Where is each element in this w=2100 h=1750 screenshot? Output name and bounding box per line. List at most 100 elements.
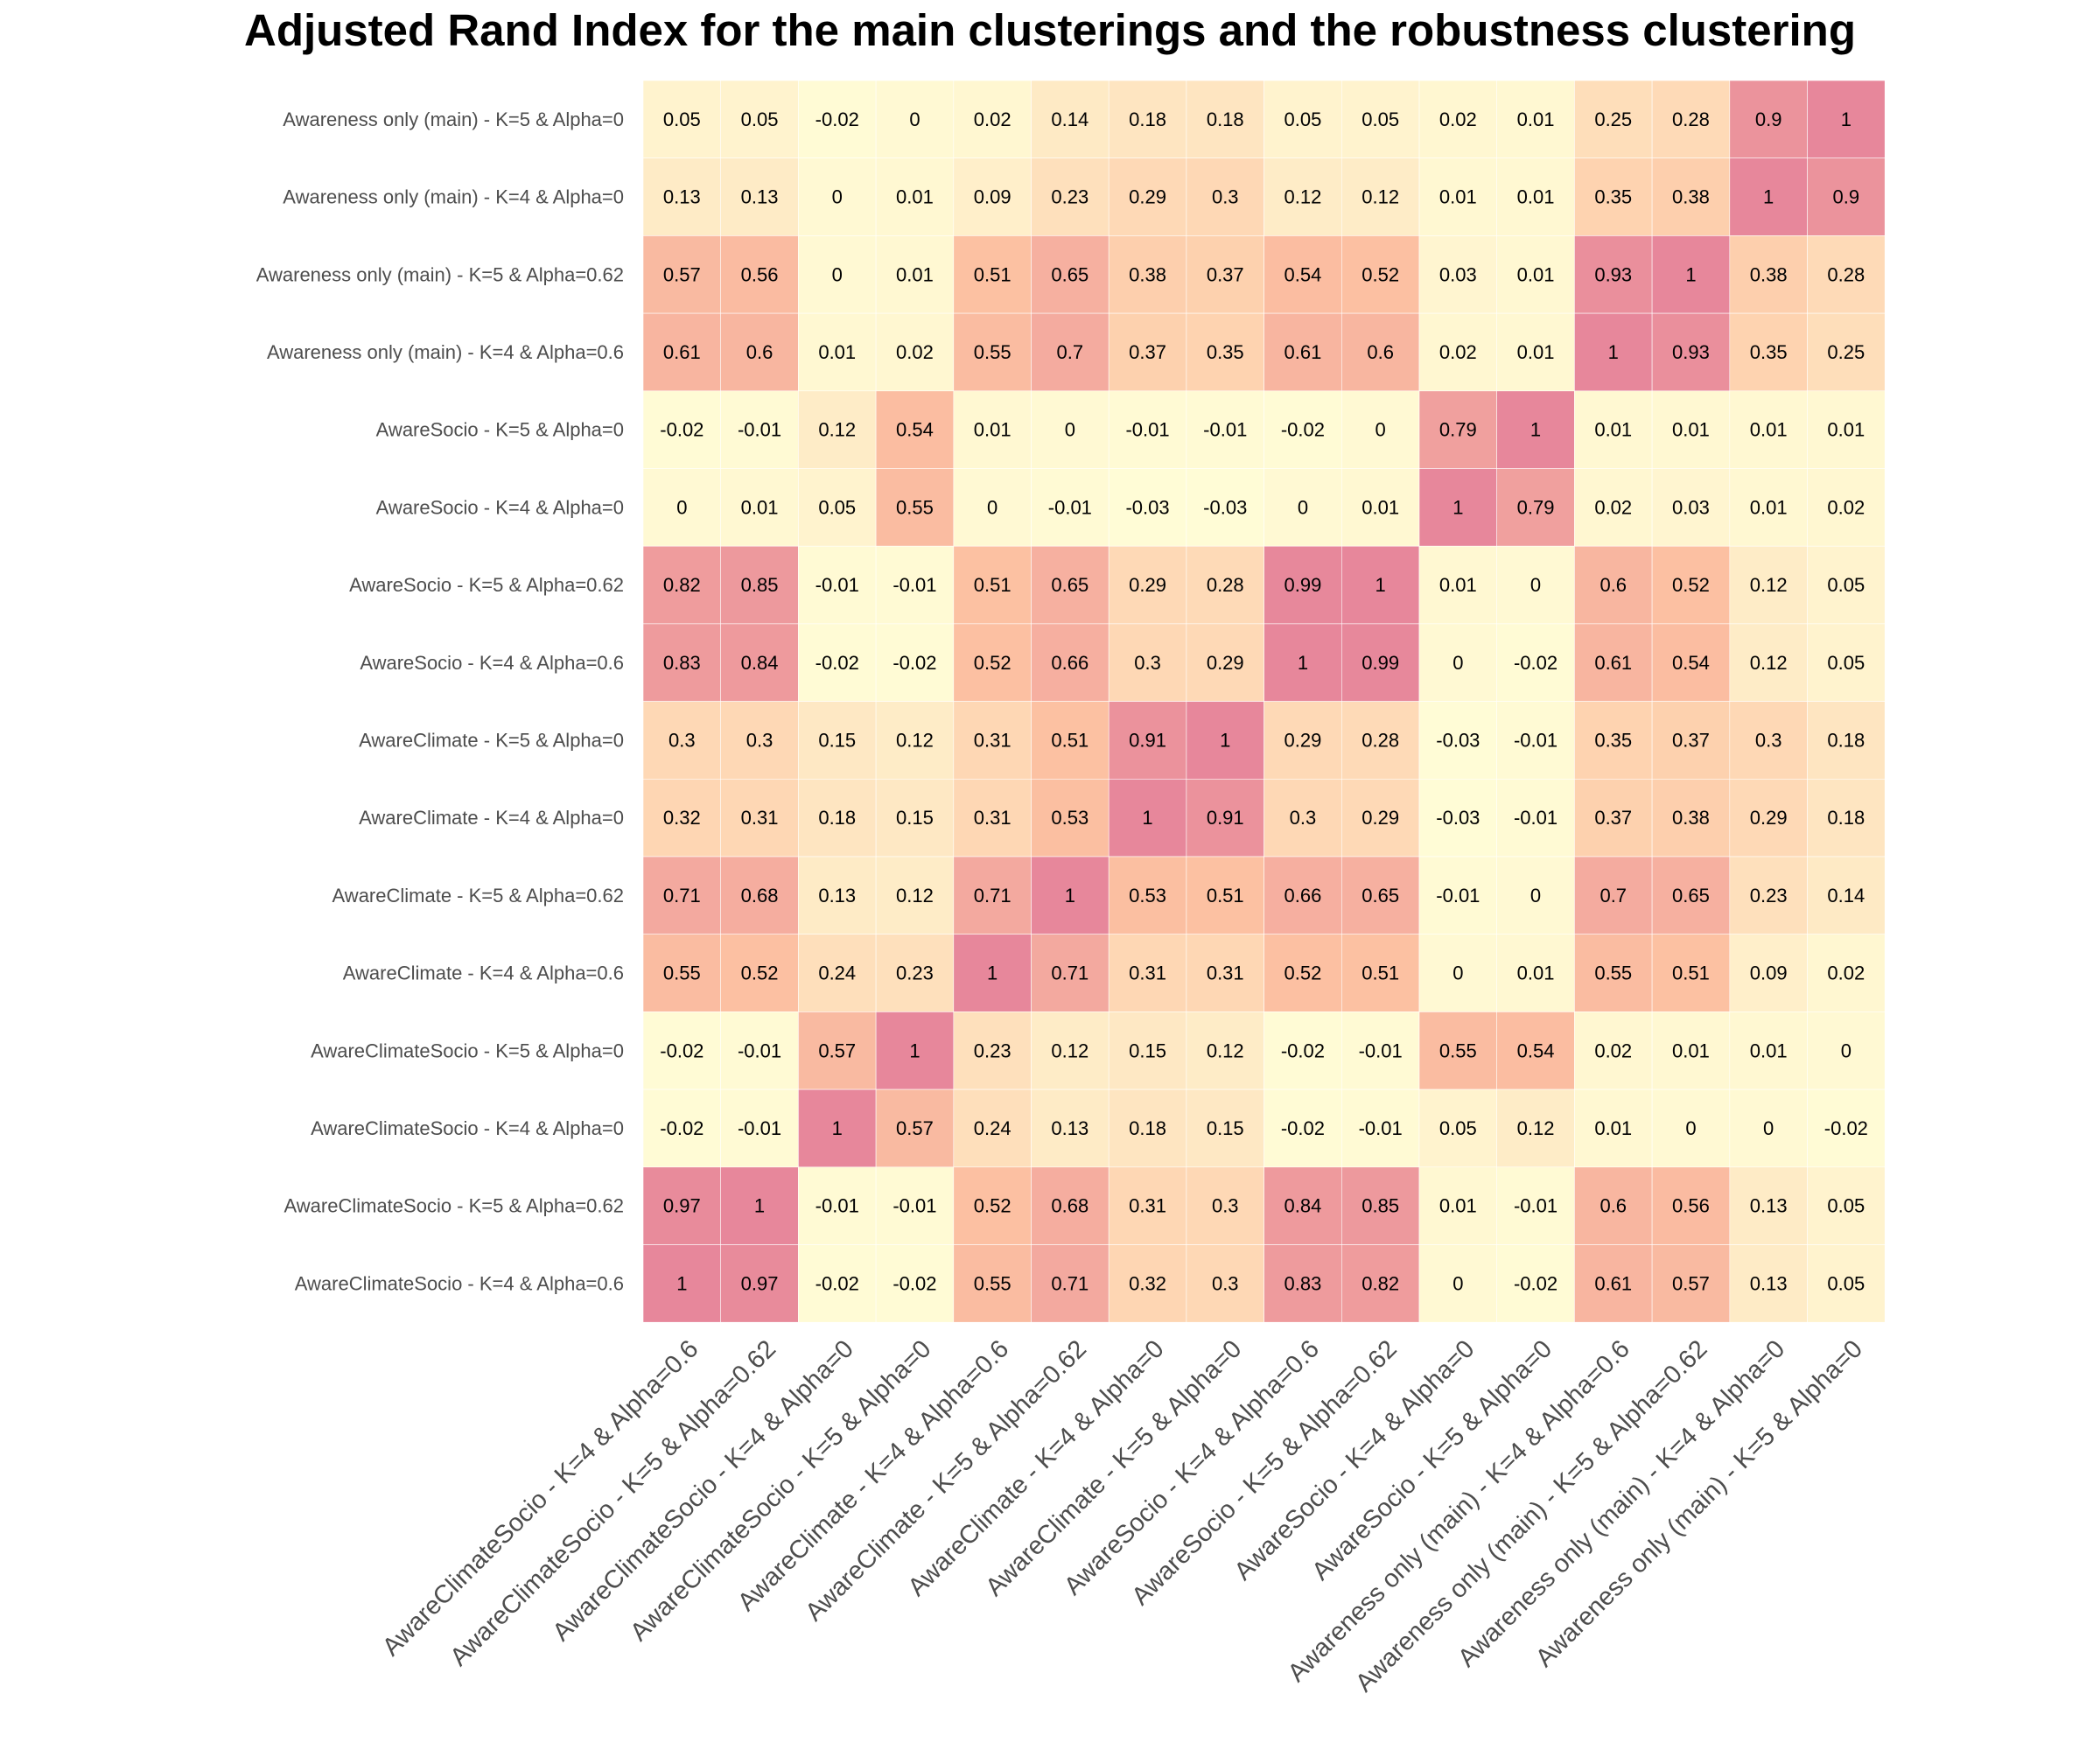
heatmap-cell — [1186, 623, 1264, 702]
cell-value-label: 0.01 — [896, 186, 934, 208]
cell-value-label: 0.05 — [1827, 574, 1865, 596]
heatmap-cell — [1651, 623, 1731, 702]
heatmap-cell — [1264, 1244, 1342, 1323]
cell-value-label: -0.03 — [1436, 729, 1480, 751]
heatmap-cell — [1031, 701, 1110, 780]
cell-value-label: 0.38 — [1129, 263, 1166, 285]
cell-value-label: 0.31 — [1129, 1195, 1166, 1217]
heatmap-cell — [642, 623, 721, 702]
heatmap-cell — [1729, 1012, 1808, 1090]
heatmap-cell — [1031, 856, 1110, 934]
cell-value-label: 0.23 — [1750, 885, 1788, 906]
heatmap-cell — [1574, 1166, 1653, 1245]
cell-value-label: 0.09 — [1750, 962, 1788, 984]
cell-value-label: 0.3 — [1134, 652, 1161, 674]
heatmap-cell — [1651, 545, 1731, 625]
heatmap-cell — [1496, 158, 1575, 236]
heatmap-cell — [798, 390, 877, 469]
heatmap-cell — [1341, 1012, 1420, 1090]
heatmap-cell — [798, 623, 877, 702]
y-tick-label: AwareSocio - K=4 & Alpha=0 — [376, 496, 624, 518]
cell-value-label: 0.52 — [974, 652, 1012, 674]
heatmap-cell — [1031, 1244, 1110, 1323]
cell-value-label: 0.68 — [741, 885, 779, 906]
heatmap-cell — [1807, 701, 1886, 780]
heatmap-cell — [1729, 545, 1808, 625]
heatmap-cell — [875, 80, 955, 158]
cell-value-label: 1 — [1065, 885, 1075, 906]
cell-value-label: 0.61 — [1594, 1272, 1632, 1294]
heatmap-cell — [1651, 778, 1731, 858]
heatmap-cell — [1496, 856, 1575, 934]
cell-value-label: 0.12 — [1362, 186, 1399, 208]
heatmap-cell — [1574, 1088, 1653, 1168]
heatmap-cell — [875, 468, 955, 547]
heatmap-cell — [875, 1244, 955, 1323]
cell-value-label: 0.38 — [1672, 807, 1710, 829]
cell-value-label: 0.01 — [1750, 419, 1788, 441]
heatmap-cell — [1264, 856, 1342, 934]
cell-value-label: 0.35 — [1594, 729, 1632, 751]
heatmap-cell — [1418, 1244, 1497, 1323]
cell-value-label: 0.91 — [1207, 807, 1244, 829]
cell-value-label: 1 — [1142, 807, 1152, 829]
heatmap-cell — [1031, 1166, 1110, 1245]
cell-value-label: 0.93 — [1594, 263, 1632, 285]
cell-value-label: 1 — [1376, 574, 1386, 596]
cell-value-label: 0.13 — [1051, 1117, 1088, 1139]
cell-value-label: 0.01 — [1594, 419, 1632, 441]
cell-value-label: 0.12 — [1051, 1040, 1088, 1061]
cell-value-label: -0.01 — [1436, 885, 1480, 906]
cell-value-label: 0.83 — [663, 652, 701, 674]
heatmap-cell — [1108, 468, 1187, 547]
cell-value-label: 0 — [1841, 1040, 1852, 1061]
heatmap-cell — [720, 778, 799, 858]
cell-value-label: 0.7 — [1057, 341, 1084, 363]
cell-value-label: 0 — [1065, 419, 1075, 441]
heatmap-cell — [1186, 235, 1264, 314]
cell-value-label: -0.02 — [892, 1272, 936, 1294]
heatmap-cell — [1807, 1166, 1886, 1245]
cell-value-label: 0 — [1452, 652, 1463, 674]
cell-value-label: 0.51 — [1207, 885, 1244, 906]
cell-value-label: 0.31 — [1129, 962, 1166, 984]
cell-value-label: 0.18 — [1129, 1117, 1166, 1139]
heatmap-cell — [953, 390, 1032, 469]
cell-value-label: 0.01 — [1672, 1040, 1710, 1061]
heatmap-cell — [1341, 701, 1420, 780]
heatmap-cell — [1574, 1012, 1653, 1090]
cell-value-label: 0.54 — [896, 419, 934, 441]
heatmap-cell — [798, 158, 877, 236]
cell-value-label: 0.38 — [1750, 263, 1788, 285]
cell-value-label: 0.01 — [741, 496, 779, 518]
heatmap-cell — [1807, 778, 1886, 858]
heatmap-cell — [1186, 545, 1264, 625]
heatmap-cell — [1574, 235, 1653, 314]
heatmap-cell — [1031, 545, 1110, 625]
heatmap-cell — [798, 1244, 877, 1323]
cell-value-label: 0.02 — [1594, 496, 1632, 518]
heatmap-cell — [1264, 390, 1342, 469]
heatmap-cell — [1496, 545, 1575, 625]
cell-value-label: 0 — [909, 108, 920, 130]
cell-value-label: 0.18 — [1827, 807, 1865, 829]
y-tick-label: AwareSocio - K=5 & Alpha=0.62 — [349, 574, 624, 596]
cell-value-label: 0.99 — [1284, 574, 1322, 596]
cell-value-label: -0.02 — [816, 652, 859, 674]
cell-value-label: -0.01 — [892, 574, 936, 596]
heatmap-cell — [1807, 468, 1886, 547]
heatmap-cell — [720, 1166, 799, 1245]
heatmap-cell — [798, 80, 877, 158]
cell-value-label: 0.28 — [1362, 729, 1399, 751]
heatmap-cell — [1108, 701, 1187, 780]
cell-value-label: 0.3 — [1212, 186, 1239, 208]
cell-value-label: 0.02 — [974, 108, 1012, 130]
cell-value-label: 0 — [1530, 574, 1541, 596]
cell-value-label: 0.65 — [1362, 885, 1399, 906]
cell-value-label: 1 — [1530, 419, 1541, 441]
cell-value-label: 0.01 — [1517, 341, 1555, 363]
heatmap-cell — [953, 312, 1032, 392]
heatmap-cell — [1729, 701, 1808, 780]
cell-value-label: 0.51 — [974, 263, 1012, 285]
cell-value-label: 0.6 — [1367, 341, 1394, 363]
